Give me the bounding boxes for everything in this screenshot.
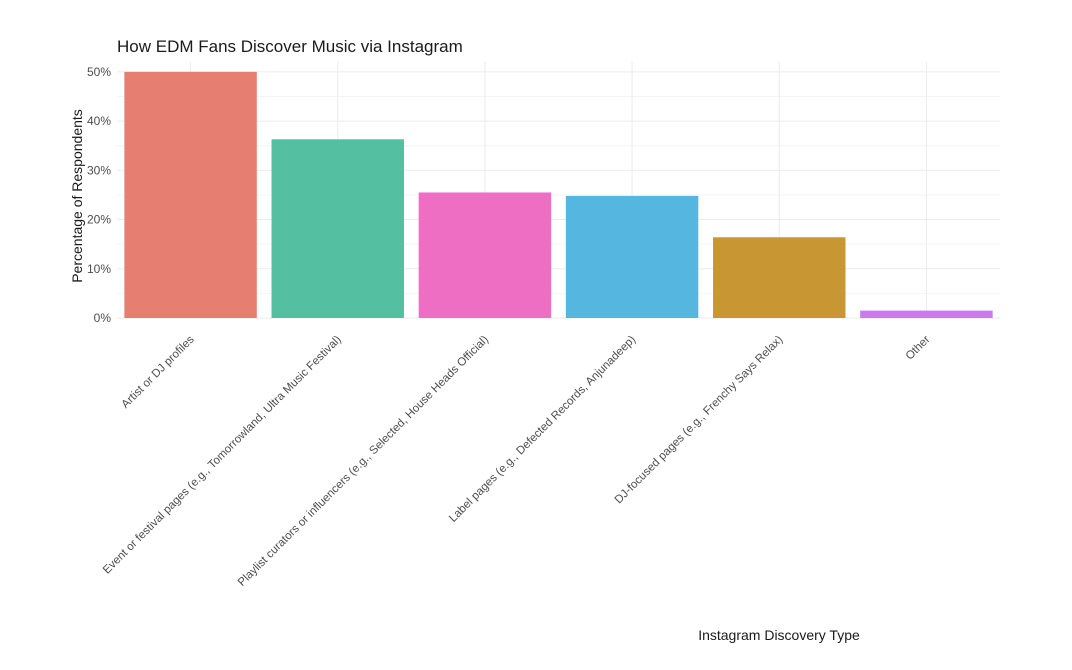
x-tick-label: Artist or DJ profiles: [120, 333, 197, 410]
y-tick-label: 10%: [87, 262, 111, 276]
x-tick-label: Playlist curators or influencers (e.g., …: [236, 334, 491, 589]
x-tick-label: Event or festival pages (e.g., Tomorrowl…: [101, 334, 344, 577]
x-tick-label: Label pages (e.g., Defected Records, Anj…: [447, 334, 638, 525]
chart-title: How EDM Fans Discover Music via Instagra…: [117, 37, 463, 56]
bars: [124, 71, 993, 318]
y-axis-ticks: 0% 10% 20% 30% 40% 50%: [87, 65, 111, 325]
x-tick-label: DJ-focused pages (e.g., Frenchy Says Rel…: [613, 334, 786, 507]
y-axis-title: Percentage of Respondents: [69, 109, 85, 283]
y-tick-label: 20%: [87, 213, 111, 227]
y-tick-label: 30%: [87, 163, 111, 177]
y-tick-label: 40%: [87, 114, 111, 128]
bar: [565, 195, 699, 318]
x-tick-label: Other: [904, 334, 933, 363]
bar: [124, 71, 257, 318]
bar: [713, 237, 846, 318]
bar: [418, 192, 552, 318]
y-tick-label: 0%: [94, 311, 112, 325]
bar: [860, 310, 993, 318]
y-tick-label: 50%: [87, 65, 111, 79]
bar: [271, 139, 404, 318]
x-axis-title: Instagram Discovery Type: [698, 627, 860, 643]
